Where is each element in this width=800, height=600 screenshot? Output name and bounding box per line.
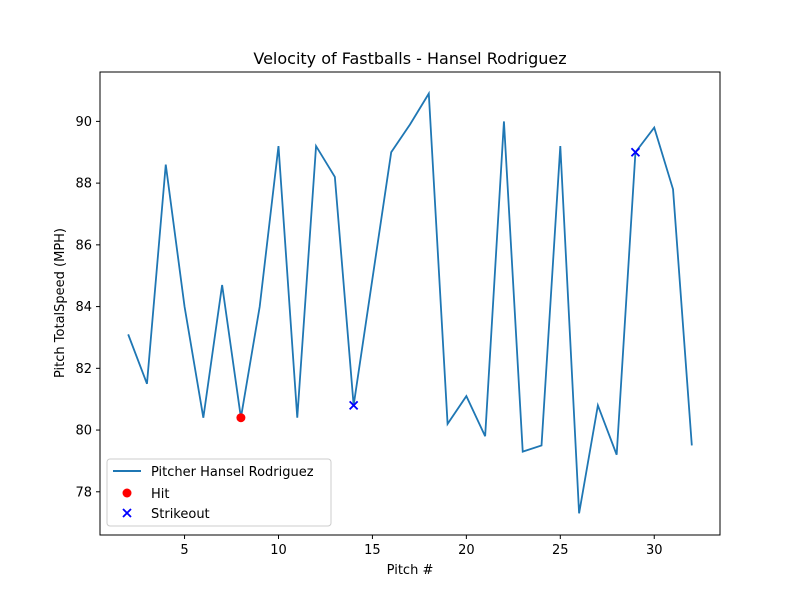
- series-line-pitcher: [127, 90, 693, 514]
- legend-label-hit: Hit: [151, 487, 169, 502]
- x-axis-ticks: 5 10 15 20 25 30: [180, 535, 663, 558]
- y-axis-title: Pitch TotalSpeed (MPH): [53, 228, 68, 378]
- y-axis-ticks: 78 80 82 84 86 88 90: [75, 115, 100, 500]
- legend-label-pitcher: Pitcher Hansel Rodriguez: [151, 465, 314, 480]
- legend: Pitcher Hansel Rodriguez Hit Strikeout: [106, 458, 332, 527]
- legend-label-strikeout: Strikeout: [151, 507, 210, 522]
- x-tick-label: 25: [552, 543, 569, 558]
- x-tick-label: 30: [646, 543, 663, 558]
- hit-marker: [236, 413, 246, 423]
- plot-frame: [99, 71, 721, 536]
- x-tick-label: 15: [364, 543, 381, 558]
- plot-area: [99, 71, 721, 536]
- legend-strikeout-x: [122, 508, 132, 518]
- series-layer: [127, 90, 693, 514]
- legend-hit-swatch: [122, 488, 132, 498]
- y-tick-label: 78: [75, 485, 92, 500]
- strikeout-marker: [348, 400, 359, 410]
- y-tick-label: 86: [75, 238, 92, 253]
- strikeout-marker: [630, 147, 641, 157]
- y-tick-label: 88: [75, 177, 92, 192]
- y-tick-label: 82: [75, 362, 92, 377]
- y-tick-label: 84: [75, 300, 92, 315]
- x-tick-label: 20: [458, 543, 475, 558]
- legend-box: [106, 458, 332, 527]
- chart-title: Velocity of Fastballs - Hansel Rodriguez: [253, 49, 566, 68]
- x-tick-label: 5: [180, 543, 188, 558]
- x-tick-label: 10: [270, 543, 287, 558]
- legend-strikeout-swatch: [122, 508, 132, 518]
- x-axis-title: Pitch #: [387, 563, 434, 578]
- y-tick-label: 90: [75, 115, 92, 130]
- marker-layer: [236, 147, 641, 423]
- y-tick-label: 80: [75, 424, 92, 439]
